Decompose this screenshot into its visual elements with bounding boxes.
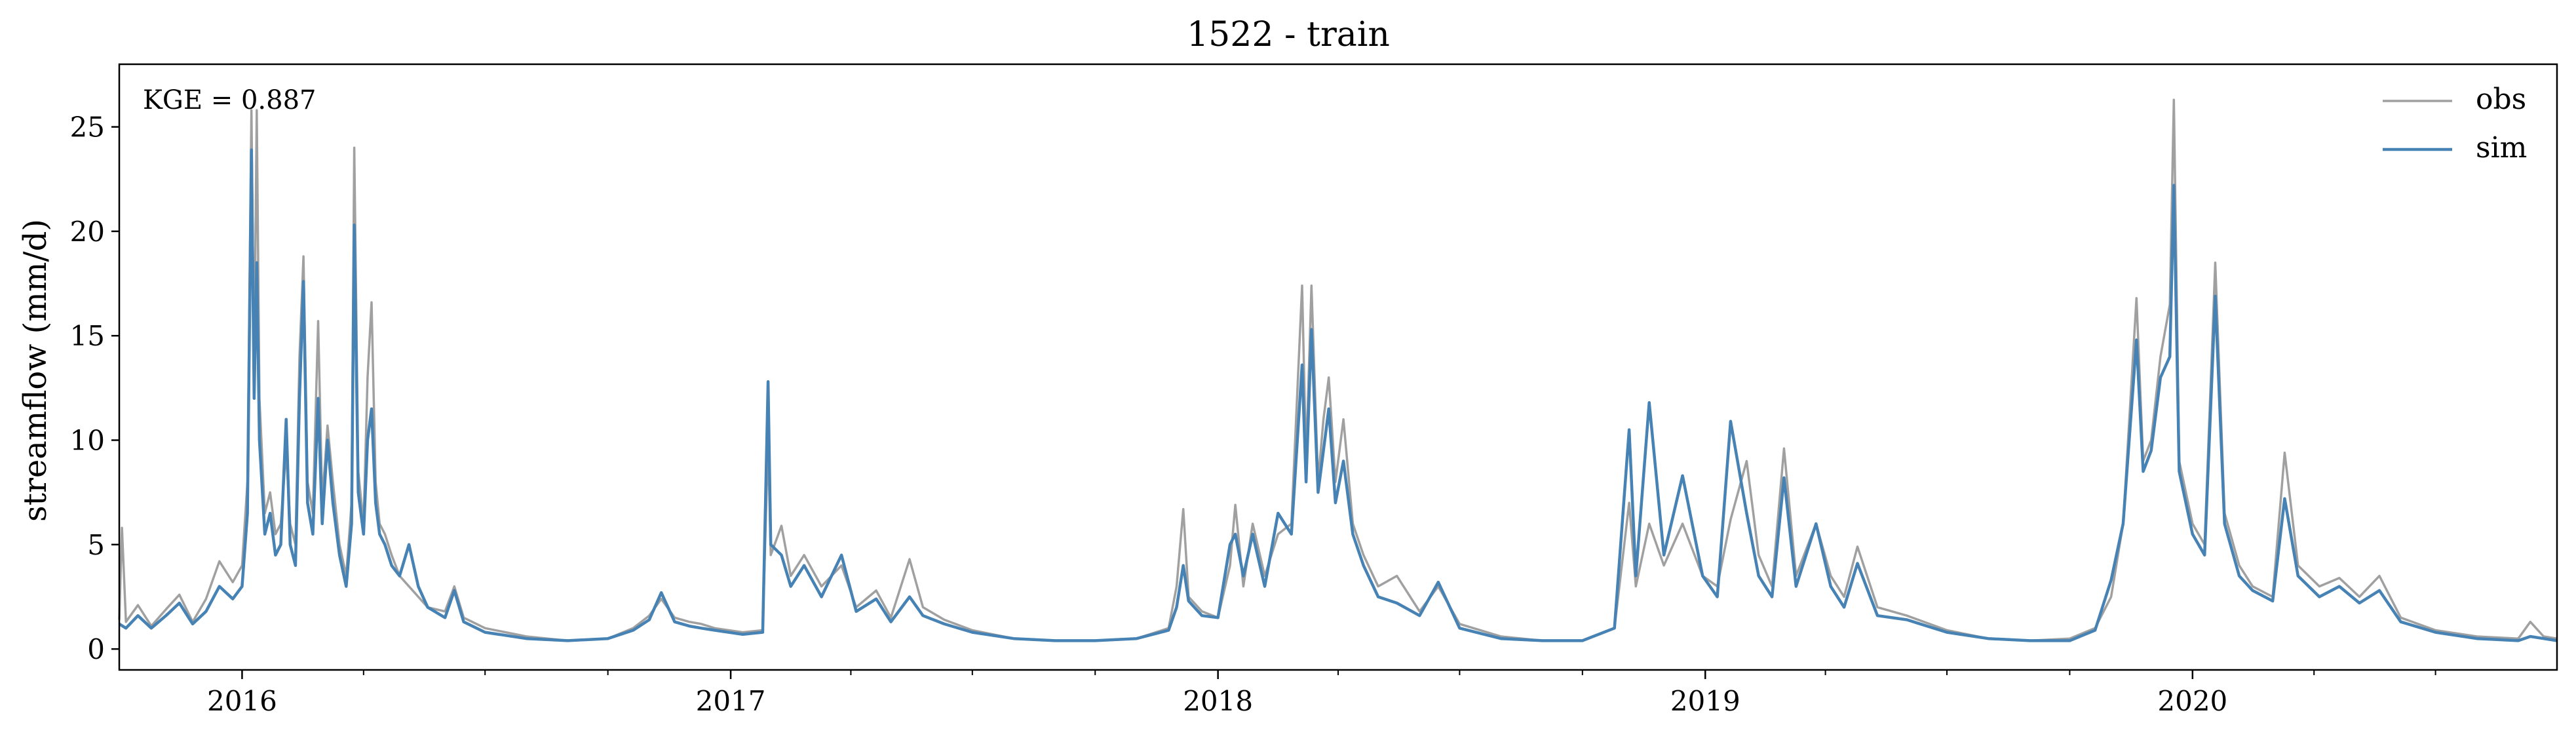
x-tick-label: 2019 <box>1670 685 1740 717</box>
legend-label-sim: sim <box>2476 131 2527 165</box>
y-tick-label: 5 <box>87 529 105 561</box>
legend: obs sim <box>2383 83 2527 165</box>
x-tick-label: 2016 <box>207 685 277 717</box>
x-tick-label: 2017 <box>696 685 766 717</box>
y-tick-label: 10 <box>70 425 105 457</box>
x-tick-label: 2020 <box>2157 685 2227 717</box>
plot-area: 0 5 10 15 20 25 2016 2017 2018 2019 2020 <box>70 63 2558 717</box>
y-tick-label: 0 <box>87 633 105 665</box>
legend-label-obs: obs <box>2476 83 2526 116</box>
kge-annotation: KGE = 0.887 <box>143 85 317 115</box>
y-tick-label: 15 <box>70 320 105 352</box>
y-tick-label: 25 <box>70 111 105 144</box>
x-tick-label: 2018 <box>1183 685 1253 717</box>
y-tick-label: 20 <box>70 216 105 248</box>
chart-title: 1522 - train <box>1187 15 1390 54</box>
series-line-obs <box>118 98 2558 642</box>
y-axis-label: streamflow (mm/d) <box>17 219 54 522</box>
series-line-sim <box>118 148 2558 642</box>
